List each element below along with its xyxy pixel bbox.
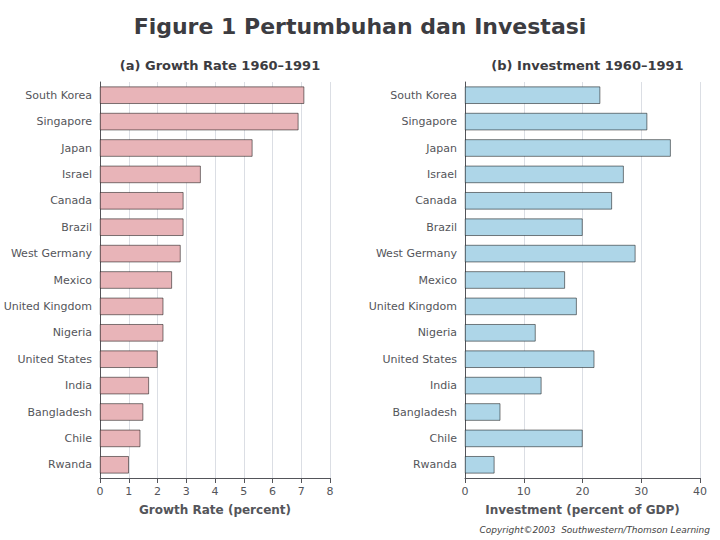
svg-text:Chile: Chile: [64, 432, 92, 445]
svg-text:West Germany: West Germany: [11, 247, 93, 260]
svg-text:Brazil: Brazil: [426, 221, 457, 234]
svg-text:Bangladesh: Bangladesh: [28, 406, 93, 419]
svg-text:(a) Growth Rate 1960–1991: (a) Growth Rate 1960–1991: [120, 58, 320, 73]
svg-text:Singapore: Singapore: [402, 115, 458, 128]
svg-text:West Germany: West Germany: [376, 247, 458, 260]
svg-text:India: India: [430, 379, 457, 392]
svg-text:South Korea: South Korea: [390, 89, 457, 102]
svg-text:6: 6: [269, 485, 276, 498]
svg-text:0: 0: [462, 485, 469, 498]
svg-text:United Kingdom: United Kingdom: [369, 300, 457, 313]
svg-text:Investment (percent of GDP): Investment (percent of GDP): [485, 503, 680, 517]
svg-text:3: 3: [183, 485, 190, 498]
svg-text:Israel: Israel: [427, 168, 457, 181]
svg-text:Brazil: Brazil: [61, 221, 92, 234]
svg-text:Nigeria: Nigeria: [53, 326, 92, 339]
svg-text:Rwanda: Rwanda: [413, 458, 457, 471]
svg-text:Singapore: Singapore: [37, 115, 93, 128]
svg-text:Figure 1 Pertumbuhan dan Inves: Figure 1 Pertumbuhan dan Investasi: [134, 14, 587, 39]
svg-text:20: 20: [576, 485, 590, 498]
svg-text:Nigeria: Nigeria: [418, 326, 457, 339]
svg-text:0: 0: [97, 485, 104, 498]
svg-text:Growth Rate (percent): Growth Rate (percent): [139, 503, 291, 517]
svg-text:2: 2: [154, 485, 161, 498]
svg-text:4: 4: [212, 485, 219, 498]
svg-text:Bangladesh: Bangladesh: [393, 406, 458, 419]
svg-text:10: 10: [517, 485, 531, 498]
svg-text:Mexico: Mexico: [54, 274, 93, 287]
svg-text:Canada: Canada: [415, 194, 457, 207]
svg-text:Japan: Japan: [60, 142, 92, 155]
svg-text:Rwanda: Rwanda: [48, 458, 92, 471]
svg-text:Copyright©2003 Southwestern/T: Copyright©2003 Southwestern/Thomson Lear…: [480, 525, 711, 535]
svg-text:Mexico: Mexico: [419, 274, 458, 287]
svg-text:Canada: Canada: [50, 194, 92, 207]
svg-text:Israel: Israel: [62, 168, 92, 181]
svg-text:(b) Investment 1960–1991: (b) Investment 1960–1991: [491, 58, 683, 73]
svg-text:South Korea: South Korea: [25, 89, 92, 102]
svg-text:40: 40: [693, 485, 707, 498]
svg-text:India: India: [65, 379, 92, 392]
svg-text:Chile: Chile: [429, 432, 457, 445]
svg-text:30: 30: [634, 485, 648, 498]
svg-text:5: 5: [240, 485, 247, 498]
svg-text:United States: United States: [18, 353, 93, 366]
svg-text:1: 1: [125, 485, 132, 498]
svg-text:7: 7: [298, 485, 305, 498]
svg-text:8: 8: [327, 485, 334, 498]
svg-text:United States: United States: [383, 353, 458, 366]
svg-text:Japan: Japan: [425, 142, 457, 155]
svg-text:United Kingdom: United Kingdom: [4, 300, 92, 313]
